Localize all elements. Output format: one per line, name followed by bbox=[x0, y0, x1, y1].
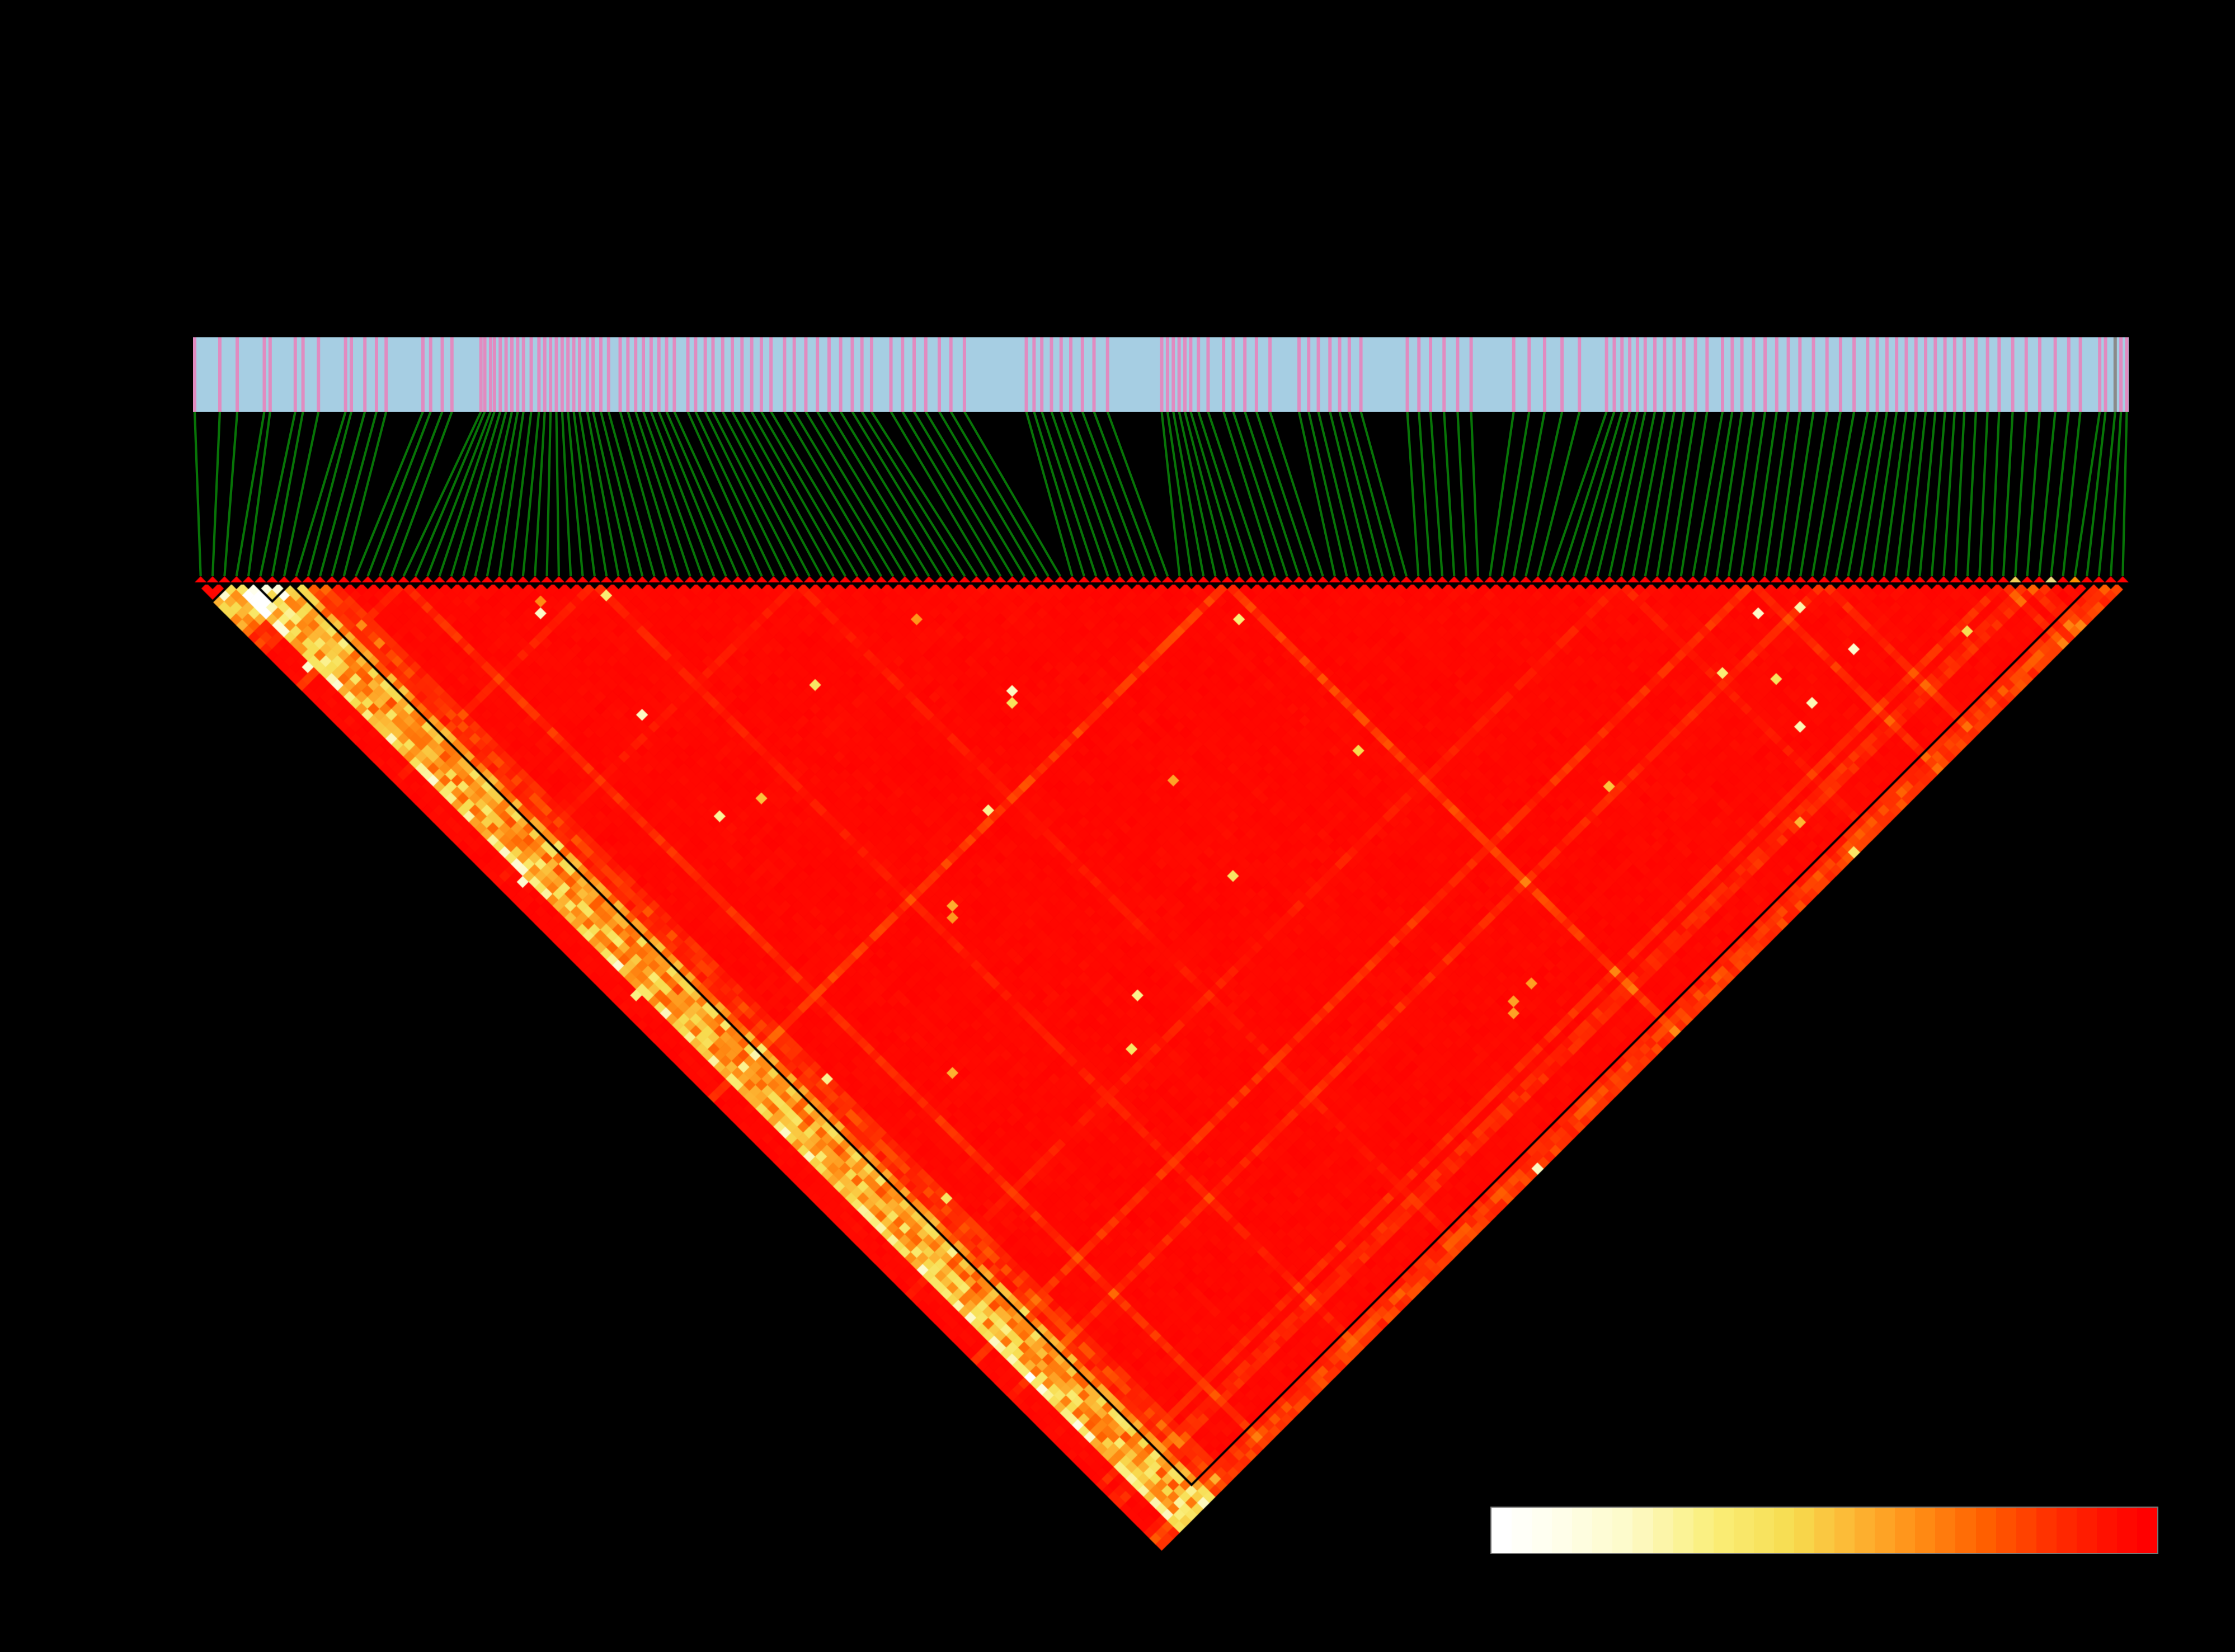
color-key-step bbox=[1612, 1508, 1633, 1553]
color-key-step bbox=[1814, 1508, 1835, 1553]
color-key-step bbox=[2056, 1508, 2077, 1553]
color-key-step bbox=[1632, 1508, 1653, 1553]
color-key-step bbox=[2036, 1508, 2057, 1553]
color-key-step bbox=[1855, 1508, 1875, 1553]
color-key-step bbox=[1733, 1508, 1754, 1553]
color-key-step bbox=[1552, 1508, 1573, 1553]
color-key-step bbox=[1875, 1508, 1895, 1553]
color-key-step bbox=[1794, 1508, 1814, 1553]
color-key-step bbox=[1955, 1508, 1976, 1553]
color-key-step bbox=[1713, 1508, 1734, 1553]
color-key-step bbox=[2096, 1508, 2117, 1553]
color-key-step bbox=[1491, 1508, 1512, 1553]
color-key-step bbox=[2016, 1508, 2036, 1553]
color-key-step bbox=[1915, 1508, 1936, 1553]
color-key-step bbox=[2076, 1508, 2097, 1553]
color-key-step bbox=[1834, 1508, 1855, 1553]
color-key-step bbox=[1935, 1508, 1956, 1553]
color-key-step bbox=[1753, 1508, 1774, 1553]
color-key-step bbox=[1512, 1508, 1532, 1553]
color-key-step bbox=[1975, 1508, 1996, 1553]
color-key-step bbox=[1572, 1508, 1593, 1553]
color-key-step bbox=[1653, 1508, 1673, 1553]
color-key-step bbox=[1773, 1508, 1794, 1553]
color-key-gradient bbox=[1490, 1507, 2158, 1554]
color-key-step bbox=[1532, 1508, 1552, 1553]
color-key-step bbox=[1693, 1508, 1714, 1553]
color-key-step bbox=[2116, 1508, 2137, 1553]
color-key-step bbox=[1592, 1508, 1613, 1553]
color-key-step bbox=[1996, 1508, 2016, 1553]
color-key-step bbox=[2137, 1508, 2158, 1553]
color-key-step bbox=[1673, 1508, 1693, 1553]
color-key-step bbox=[1895, 1508, 1916, 1553]
